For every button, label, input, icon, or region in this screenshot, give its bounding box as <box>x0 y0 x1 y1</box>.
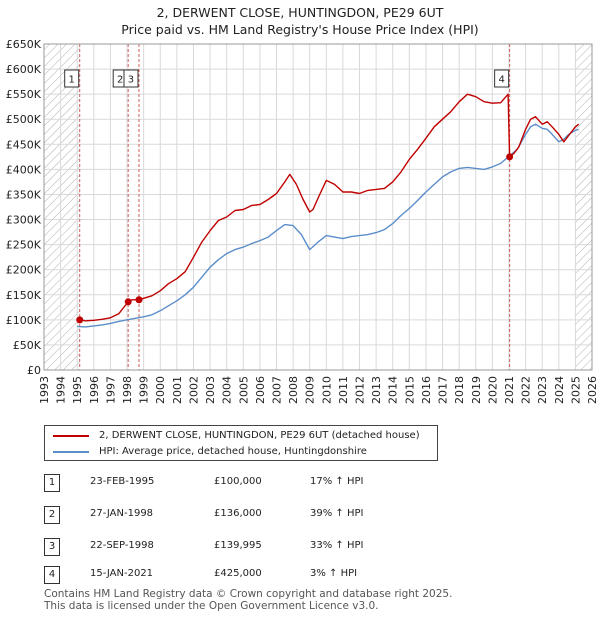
footer-copyright: Contains HM Land Registry data © Crown c… <box>44 588 453 600</box>
x-tick-label: 1993 <box>38 376 51 404</box>
marker-label-box <box>64 69 80 88</box>
y-tick-label: £150K <box>6 289 42 302</box>
x-tick-label: 2011 <box>337 376 350 404</box>
legend-line-property <box>53 435 89 437</box>
hatched-region <box>44 44 80 370</box>
transaction-price: £425,000 <box>214 568 262 579</box>
transaction-number: 3 <box>44 538 60 556</box>
x-tick-label: 1995 <box>71 376 84 404</box>
y-tick-label: £500K <box>6 113 42 126</box>
subtitle: Price paid vs. HM Land Registry's House … <box>121 22 479 37</box>
footer-licence: This data is licensed under the Open Gov… <box>44 600 379 612</box>
x-tick-label: 1997 <box>104 376 117 404</box>
x-tick-label: 1999 <box>138 376 151 404</box>
chart-title: 2, DERWENT CLOSE, HUNTINGDON, PE29 6UT P… <box>0 4 600 38</box>
x-tick-label: 2012 <box>354 376 367 404</box>
x-tick-label: 2007 <box>270 376 283 404</box>
marker-label-box <box>494 69 510 88</box>
x-tick-label: 1998 <box>121 376 134 404</box>
y-tick-label: £100K <box>6 314 42 327</box>
y-tick-label: £300K <box>6 214 42 227</box>
y-tick-label: £250K <box>6 239 42 252</box>
x-tick-label: 2025 <box>569 376 582 404</box>
x-tick-label: 2017 <box>437 376 450 404</box>
transaction-hpi: 33% ↑ HPI <box>310 540 364 551</box>
transaction-price: £136,000 <box>214 508 262 519</box>
y-tick-label: £650K <box>6 38 42 51</box>
y-tick-label: £600K <box>6 63 42 76</box>
transaction-hpi: 39% ↑ HPI <box>310 508 364 519</box>
sale-point <box>135 296 143 304</box>
footer: Contains HM Land Registry data © Crown c… <box>44 588 452 612</box>
transaction-number: 1 <box>44 474 60 492</box>
transaction-hpi: 17% ↑ HPI <box>310 476 364 487</box>
x-tick-label: 1996 <box>88 376 101 404</box>
marker-label: 2 <box>117 75 123 86</box>
x-tick-label: 2009 <box>304 376 317 404</box>
transaction-hpi: 3% ↑ HPI <box>310 568 358 579</box>
x-tick-label: 2001 <box>171 376 184 404</box>
transaction-number: 2 <box>44 506 60 524</box>
title: 2, DERWENT CLOSE, HUNTINGDON, PE29 6UT <box>156 5 444 20</box>
x-tick-label: 2023 <box>536 376 549 404</box>
transaction-date: 15-JAN-2021 <box>90 568 154 579</box>
x-tick-label: 2022 <box>520 376 533 404</box>
sale-point <box>506 153 514 161</box>
y-tick-label: £400K <box>6 163 42 176</box>
transaction-price: £100,000 <box>214 476 262 487</box>
sale-point <box>76 316 84 324</box>
y-tick-label: £550K <box>6 88 42 101</box>
x-tick-label: 2024 <box>553 376 566 404</box>
x-tick-label: 2015 <box>403 376 416 404</box>
legend: 2, DERWENT CLOSE, HUNTINGDON, PE29 6UT (… <box>44 425 438 461</box>
x-tick-label: 2013 <box>370 376 383 404</box>
y-tick-label: £0 <box>27 364 41 377</box>
x-tick-label: 2002 <box>187 376 200 404</box>
property-price-line <box>79 93 580 322</box>
x-tick-label: 2026 <box>586 376 599 404</box>
x-tick-label: 2004 <box>221 376 234 404</box>
y-tick-label: £450K <box>6 138 42 151</box>
x-tick-label: 2000 <box>154 376 167 404</box>
transaction-date: 23-FEB-1995 <box>90 476 155 487</box>
legend-line-hpi <box>53 451 89 453</box>
x-tick-label: 2003 <box>204 376 217 404</box>
legend-label-property: 2, DERWENT CLOSE, HUNTINGDON, PE29 6UT (… <box>99 430 420 441</box>
marker-label: 1 <box>69 75 75 86</box>
hatched-region <box>575 44 592 370</box>
x-tick-label: 2006 <box>254 376 267 404</box>
y-tick-label: £50K <box>13 339 42 352</box>
x-tick-label: 2008 <box>287 376 300 404</box>
x-tick-label: 2010 <box>320 376 333 404</box>
hpi-line <box>77 123 579 328</box>
x-tick-label: 2014 <box>387 376 400 404</box>
plot-frame <box>43 43 593 371</box>
marker-label: 4 <box>498 75 504 86</box>
x-tick-label: 2016 <box>420 376 433 404</box>
transaction-number: 4 <box>44 566 60 584</box>
x-tick-label: 2020 <box>486 376 499 404</box>
sale-point <box>124 298 132 306</box>
transaction-price: £139,995 <box>214 540 262 551</box>
x-tick-label: 1994 <box>55 376 68 404</box>
transaction-date: 27-JAN-1998 <box>90 508 154 519</box>
x-tick-label: 2019 <box>470 376 483 404</box>
transaction-date: 22-SEP-1998 <box>90 540 154 551</box>
y-tick-label: £200K <box>6 264 42 277</box>
x-tick-label: 2018 <box>453 376 466 404</box>
marker-label-box <box>123 69 139 88</box>
legend-label-hpi: HPI: Average price, detached house, Hunt… <box>99 446 367 457</box>
x-tick-label: 2021 <box>503 376 516 404</box>
x-tick-label: 2005 <box>237 376 250 404</box>
y-tick-label: £350K <box>6 188 42 201</box>
marker-label: 3 <box>128 75 134 86</box>
